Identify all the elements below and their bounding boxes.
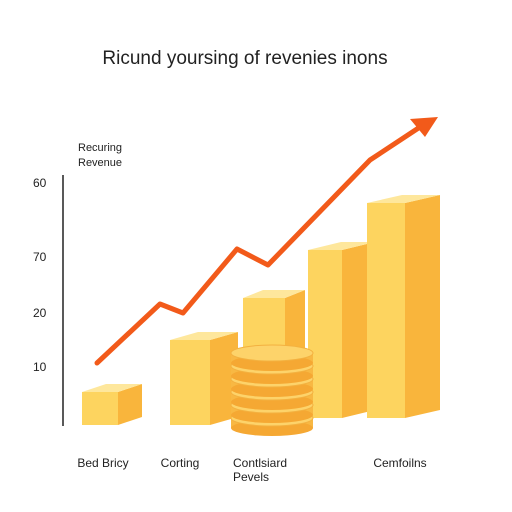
bar-front (308, 250, 342, 418)
axis-label: Revenue (78, 157, 122, 169)
coin-stack (230, 344, 314, 436)
bar-top (367, 195, 440, 203)
y-label: 70 (33, 250, 47, 264)
category-label: Bed Bricy (77, 456, 128, 470)
category-label: Corting (161, 456, 200, 470)
y-label: 10 (33, 360, 47, 374)
bar-top (243, 290, 305, 298)
category-label: Pevels (233, 470, 269, 484)
axis-label: Recuring (78, 142, 122, 154)
arrow-head (410, 117, 438, 137)
bar-top (308, 242, 375, 250)
bar-side (118, 384, 142, 425)
coin-top (230, 344, 314, 362)
bar-front (367, 203, 405, 418)
bar-front (170, 340, 210, 425)
bar-block (308, 242, 375, 418)
bar-top (82, 384, 142, 392)
title: Ricund yoursing of revenies inons (102, 48, 387, 69)
bar-top (170, 332, 238, 340)
bar-block (170, 332, 238, 425)
bar-front (82, 392, 118, 425)
y-label: 20 (33, 306, 47, 320)
y-label: 60 (33, 176, 47, 190)
category-label: Contlsiard (233, 456, 287, 470)
category-label: Cemfoilns (373, 456, 426, 470)
bar-side (405, 195, 440, 418)
bar-side (342, 242, 375, 418)
trend-arrow (94, 124, 423, 366)
bar-block (82, 384, 142, 425)
bar-block (367, 195, 440, 418)
